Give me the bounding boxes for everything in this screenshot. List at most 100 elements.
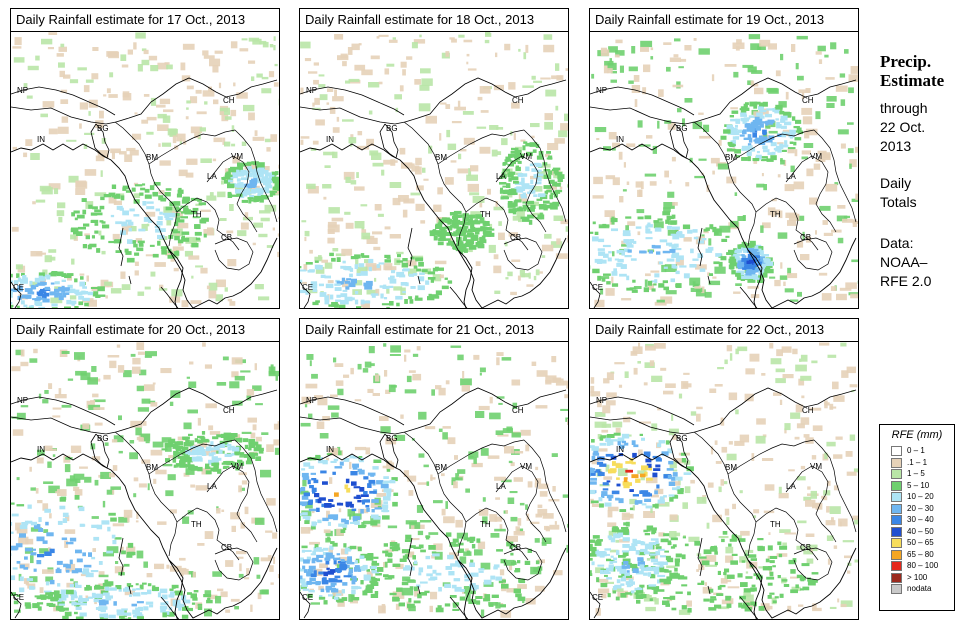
map-panel-17-oct: Daily Rainfall estimate for 17 Oct., 201… xyxy=(10,8,280,309)
panel-title: Daily Rainfall estimate for 22 Oct., 201… xyxy=(590,319,858,342)
legend-label: 30 – 40 xyxy=(907,515,934,524)
rainfall-map: NP IN BG CH BM VM LA TH CB CE xyxy=(300,32,568,308)
rainfall-map: NP IN BG CH BM VM LA TH CB CE xyxy=(590,342,858,619)
country-label-bm: BM xyxy=(146,463,158,472)
legend-label: 80 – 100 xyxy=(907,561,939,570)
legend-item: 1 – 5 xyxy=(891,468,954,480)
legend-label: .1 – 1 xyxy=(907,457,928,467)
through-caption: through 22 Oct. 2013 xyxy=(880,99,927,156)
legend-item: 80 – 100 xyxy=(891,560,954,572)
legend-label: 5 – 10 xyxy=(907,480,930,490)
legend-swatch xyxy=(891,457,902,468)
country-label-th: TH xyxy=(770,520,781,529)
panel-title: Daily Rainfall estimate for 21 Oct., 201… xyxy=(300,319,568,342)
legend-swatch xyxy=(891,469,902,479)
country-label-vm: VM xyxy=(810,462,822,471)
map-panel-18-oct: Daily Rainfall estimate for 18 Oct., 201… xyxy=(299,8,569,309)
country-label-la: LA xyxy=(207,172,217,181)
country-label-np: NP xyxy=(306,396,317,405)
country-label-th: TH xyxy=(480,210,491,219)
country-label-in: IN xyxy=(616,135,624,144)
country-label-cb: CB xyxy=(510,543,521,552)
country-label-vm: VM xyxy=(231,152,243,161)
legend-label: 10 – 20 xyxy=(907,492,934,501)
country-label-ce: CE xyxy=(592,283,603,292)
panel-title: Daily Rainfall estimate for 19 Oct., 201… xyxy=(590,9,858,32)
product-title: Precip. Estimate xyxy=(880,52,944,90)
country-label-la: LA xyxy=(786,482,796,491)
legend-item: .1 – 1 xyxy=(891,457,954,469)
country-label-vm: VM xyxy=(520,462,532,471)
country-label-vm: VM xyxy=(520,152,532,161)
country-label-ce: CE xyxy=(13,593,24,602)
legend-item: 5 – 10 xyxy=(891,480,954,492)
country-label-bm: BM xyxy=(146,153,158,162)
legend-label: 20 – 30 xyxy=(907,503,934,513)
panel-title: Daily Rainfall estimate for 20 Oct., 201… xyxy=(11,319,279,342)
country-label-ch: CH xyxy=(802,406,814,415)
country-label-th: TH xyxy=(480,520,491,529)
rfe-legend: RFE (mm) 0 – 1 .1 – 1 1 – 5 5 – 10 10 – 20 20… xyxy=(879,424,955,611)
legend-item: 65 – 80 xyxy=(891,549,954,561)
country-label-cb: CB xyxy=(221,543,232,552)
map-panel-19-oct: Daily Rainfall estimate for 19 Oct., 201… xyxy=(589,8,859,309)
country-label-in: IN xyxy=(326,135,334,144)
legend-item: 20 – 30 xyxy=(891,503,954,515)
rainfall-map: NP IN BG CH BM VM LA TH CB CE xyxy=(11,32,279,308)
legend-label: 65 – 80 xyxy=(907,549,934,559)
map-panel-21-oct: Daily Rainfall estimate for 21 Oct., 201… xyxy=(299,318,569,620)
data-line-2: NOAA– xyxy=(880,254,928,270)
country-label-ch: CH xyxy=(512,406,524,415)
country-label-th: TH xyxy=(191,520,202,529)
daily-line-1: Daily xyxy=(880,175,912,191)
legend-label: > 100 xyxy=(907,572,928,582)
legend-label: 40 – 50 xyxy=(907,526,934,536)
title-line-1: Precip. xyxy=(880,52,932,71)
legend-swatch xyxy=(891,561,902,571)
country-label-bg: BG xyxy=(97,124,109,133)
date-line-2: 2013 xyxy=(880,138,912,154)
daily-line-2: Totals xyxy=(880,194,917,210)
legend-swatch xyxy=(891,549,902,560)
country-label-np: NP xyxy=(17,396,28,405)
data-line-3: RFE 2.0 xyxy=(880,273,932,289)
country-label-bg: BG xyxy=(676,124,688,133)
through-label: through xyxy=(880,100,928,116)
legend-item: > 100 xyxy=(891,572,954,584)
country-label-ch: CH xyxy=(512,96,524,105)
legend-item: 30 – 40 xyxy=(891,514,954,526)
country-label-ch: CH xyxy=(802,96,814,105)
legend-label: 50 – 65 xyxy=(907,538,934,547)
legend-label: 0 – 1 xyxy=(907,446,925,455)
country-label-bm: BM xyxy=(725,153,737,162)
country-label-bg: BG xyxy=(97,434,109,443)
country-label-in: IN xyxy=(616,445,624,454)
legend-item: nodata xyxy=(891,583,954,595)
country-label-vm: VM xyxy=(810,152,822,161)
legend-swatch xyxy=(891,584,902,594)
legend-swatch xyxy=(891,572,902,583)
country-label-cb: CB xyxy=(800,233,811,242)
country-label-la: LA xyxy=(496,172,506,181)
legend-item: 10 – 20 xyxy=(891,491,954,503)
country-label-cb: CB xyxy=(800,543,811,552)
country-label-th: TH xyxy=(191,210,202,219)
country-label-cb: CB xyxy=(510,233,521,242)
country-label-bm: BM xyxy=(435,463,447,472)
panel-title: Daily Rainfall estimate for 18 Oct., 201… xyxy=(300,9,568,32)
country-label-bm: BM xyxy=(435,153,447,162)
country-label-ce: CE xyxy=(302,593,313,602)
country-label-np: NP xyxy=(596,86,607,95)
country-label-bg: BG xyxy=(386,124,398,133)
country-label-la: LA xyxy=(496,482,506,491)
map-panel-20-oct: Daily Rainfall estimate for 20 Oct., 201… xyxy=(10,318,280,620)
legend-swatch xyxy=(891,515,902,525)
data-line-1: Data: xyxy=(880,235,914,251)
rainfall-map: NP IN BG CH BM VM LA TH CB CE xyxy=(11,342,279,619)
legend-item: 0 – 1 xyxy=(891,445,954,457)
legend-swatch xyxy=(891,538,902,548)
legend-label: nodata xyxy=(907,584,932,593)
legend-swatch xyxy=(891,446,902,456)
daily-totals-caption: Daily Totals xyxy=(880,174,917,212)
legend-item: 40 – 50 xyxy=(891,526,954,538)
